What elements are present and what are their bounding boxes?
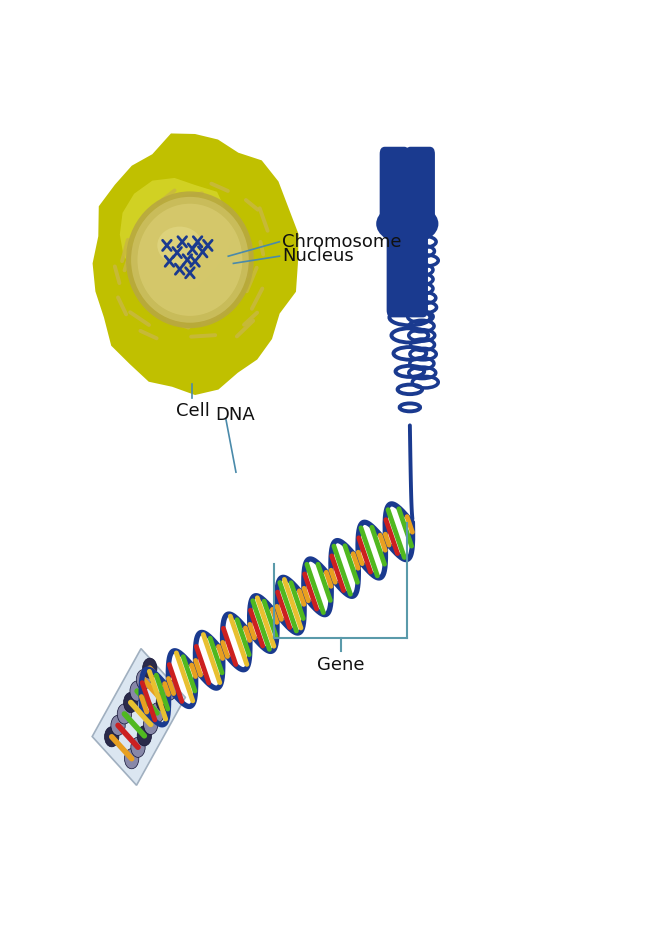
Ellipse shape xyxy=(130,681,145,701)
Ellipse shape xyxy=(376,203,438,244)
Ellipse shape xyxy=(156,692,170,712)
Ellipse shape xyxy=(143,658,157,678)
Ellipse shape xyxy=(162,680,177,700)
Ellipse shape xyxy=(117,704,131,724)
Text: Gene: Gene xyxy=(317,655,364,674)
Text: DNA: DNA xyxy=(215,406,255,424)
Ellipse shape xyxy=(126,192,254,328)
FancyBboxPatch shape xyxy=(379,147,409,233)
Polygon shape xyxy=(92,649,185,785)
Ellipse shape xyxy=(131,737,145,757)
Ellipse shape xyxy=(111,715,125,736)
Ellipse shape xyxy=(150,703,164,723)
Ellipse shape xyxy=(125,749,139,769)
FancyBboxPatch shape xyxy=(387,217,428,317)
Polygon shape xyxy=(120,178,233,291)
Ellipse shape xyxy=(131,197,249,323)
FancyBboxPatch shape xyxy=(405,147,435,233)
Text: Nucleus: Nucleus xyxy=(282,247,354,266)
Text: Cell: Cell xyxy=(176,402,209,420)
Ellipse shape xyxy=(157,226,202,265)
Ellipse shape xyxy=(137,204,242,316)
Ellipse shape xyxy=(136,669,150,690)
Ellipse shape xyxy=(137,726,152,746)
Ellipse shape xyxy=(143,714,158,735)
Text: Chromosome: Chromosome xyxy=(282,233,401,251)
Ellipse shape xyxy=(123,693,138,712)
Ellipse shape xyxy=(104,726,119,747)
Polygon shape xyxy=(92,134,298,395)
